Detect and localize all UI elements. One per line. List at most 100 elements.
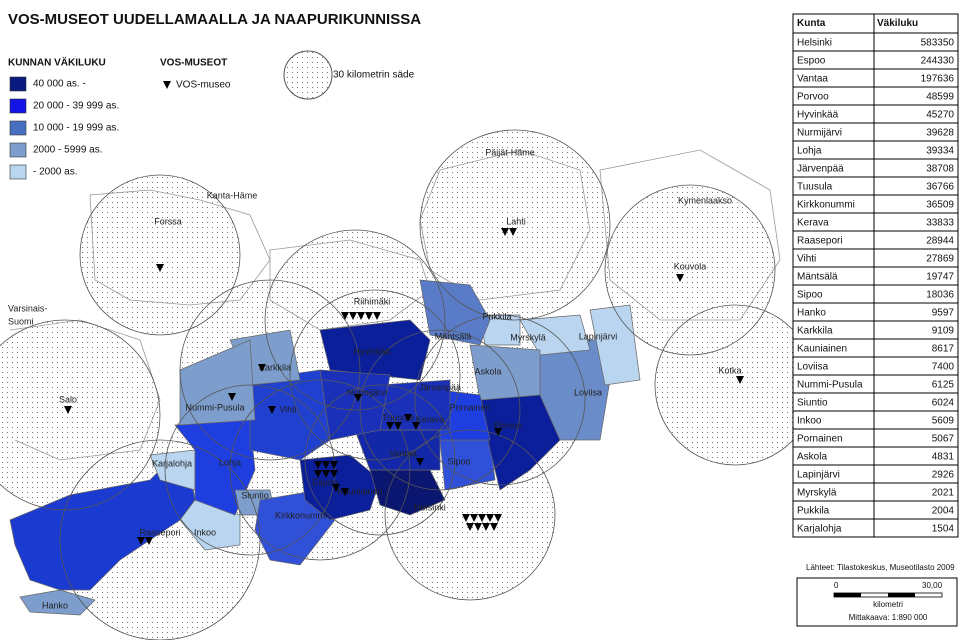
population-value: 18036 bbox=[926, 290, 954, 301]
place-label: Kotka bbox=[718, 365, 741, 375]
legend-swatch bbox=[9, 76, 27, 92]
museum-marker bbox=[486, 514, 494, 522]
place-label: Pornainen bbox=[449, 402, 490, 412]
museum-marker bbox=[412, 422, 420, 430]
place-label: Riihimäki bbox=[354, 296, 391, 306]
population-value: 2926 bbox=[932, 470, 955, 481]
population-legend: 40 000 as. - 20 000 - 39 999 as. 10 000 - … bbox=[9, 76, 119, 180]
place-label: Porvoo bbox=[494, 420, 523, 430]
museum-marker bbox=[354, 394, 362, 402]
legend-label: 10 000 - 19 999 as. bbox=[33, 123, 119, 134]
place-label: Vantaa bbox=[389, 448, 417, 458]
municipality-name: Hyvinkää bbox=[797, 110, 839, 121]
municipality-name: Helsinki bbox=[797, 38, 832, 49]
scale-start: 0 bbox=[834, 581, 839, 590]
municipality-name: Kauniainen bbox=[797, 344, 847, 355]
place-label: Siuntio bbox=[241, 490, 269, 500]
place-label: Raasepori bbox=[139, 527, 180, 537]
population-value: 36509 bbox=[926, 200, 954, 211]
population-value: 2004 bbox=[932, 506, 955, 517]
museum-symbol bbox=[163, 81, 171, 89]
radius-legend-label: 30 kilometrin säde bbox=[333, 70, 415, 81]
museum-marker bbox=[462, 514, 470, 522]
place-label: Karjalohja bbox=[152, 458, 192, 468]
municipality-name: Vantaa bbox=[797, 74, 828, 85]
radius-circle bbox=[419, 129, 611, 321]
population-value: 5609 bbox=[932, 416, 955, 427]
museum-legend-title: VOS-MUSEOT bbox=[160, 58, 227, 69]
place-label: Loviisa bbox=[574, 387, 602, 397]
place-label: Kerava bbox=[416, 414, 445, 424]
legend-swatch bbox=[9, 142, 27, 158]
municipality-name: Pornainen bbox=[797, 434, 843, 445]
legend-swatch bbox=[9, 120, 27, 136]
museum-marker bbox=[314, 470, 322, 478]
municipality-name: Pukkila bbox=[797, 506, 830, 517]
municipality-name: Karkkila bbox=[797, 326, 833, 337]
municipality-name: Loviisa bbox=[797, 362, 829, 373]
scale-end: 30,00 bbox=[922, 581, 943, 590]
place-labels: Kanta-Häme Forssa Päijät-Häme Lahti Kymenlaa… bbox=[8, 147, 742, 610]
population-value: 1504 bbox=[932, 524, 955, 535]
scale-unit: kilometri bbox=[873, 600, 903, 609]
table-frame bbox=[792, 13, 959, 538]
museum-marker bbox=[349, 312, 357, 320]
population-value: 39628 bbox=[926, 128, 954, 139]
museum-marker bbox=[365, 312, 373, 320]
scale-bar-part bbox=[888, 593, 915, 597]
museum-marker bbox=[341, 312, 349, 320]
radius-circle-fill bbox=[655, 305, 815, 465]
municipality-name: Myrskylä bbox=[797, 488, 837, 499]
legend-label: 2000 - 5999 as. bbox=[33, 145, 103, 156]
population-value: 197636 bbox=[921, 74, 955, 85]
radius-circle bbox=[264, 229, 446, 411]
radius-circle-fill bbox=[420, 130, 610, 320]
population-value: 36766 bbox=[926, 182, 954, 193]
radius-circle-outlines bbox=[0, 129, 816, 640]
place-label: Myrskylä bbox=[510, 332, 546, 342]
municipality-name: Järvenpää bbox=[797, 164, 844, 175]
place-label: Salo bbox=[59, 394, 77, 404]
museum-marker bbox=[386, 422, 394, 430]
museum-marker bbox=[466, 523, 474, 531]
municipality-name: Kirkkonummi bbox=[797, 200, 855, 211]
museum-marker bbox=[509, 228, 517, 236]
museum-marker bbox=[322, 470, 330, 478]
legend-label: 40 000 as. - bbox=[33, 79, 86, 90]
museum-marker bbox=[736, 376, 744, 384]
radius-circle bbox=[304, 384, 456, 536]
place-label: Kanta-Häme bbox=[207, 190, 258, 200]
museum-marker bbox=[482, 523, 490, 531]
municipalities bbox=[9, 279, 641, 616]
scale-box bbox=[796, 577, 958, 627]
museum-marker bbox=[268, 406, 276, 414]
place-label: Nurmijärvi bbox=[347, 387, 388, 397]
legend-label: - 2000 as. bbox=[33, 167, 77, 178]
radius-circle bbox=[604, 184, 776, 356]
table-header: Kunta bbox=[797, 18, 826, 29]
museum-marker bbox=[394, 422, 402, 430]
place-label: Päijät-Häme bbox=[485, 147, 535, 157]
place-label: Helsinki bbox=[414, 502, 446, 512]
place-label: Kouvola bbox=[674, 261, 707, 271]
legend-swatch bbox=[9, 164, 27, 180]
museum-marker bbox=[258, 364, 266, 372]
population-value: 7400 bbox=[932, 362, 955, 373]
place-label: Kirkkonummi bbox=[275, 510, 327, 520]
population-value: 19747 bbox=[926, 272, 954, 283]
place-label: Mäntsälä bbox=[435, 331, 472, 341]
place-label: Lohja bbox=[219, 457, 241, 467]
museum-marker bbox=[341, 488, 349, 496]
museum-marker bbox=[156, 264, 164, 272]
population-value: 244330 bbox=[921, 56, 955, 67]
legend-title: KUNNAN VÄKILUKU bbox=[8, 56, 106, 69]
population-value: 6024 bbox=[932, 398, 955, 409]
place-label: Kymenlaakso bbox=[678, 195, 732, 205]
place-label: Karkkila bbox=[259, 362, 291, 372]
population-value: 9109 bbox=[932, 326, 955, 337]
radius-symbol bbox=[283, 50, 333, 100]
place-label: Sipoo bbox=[447, 456, 470, 466]
museum-marker bbox=[404, 414, 412, 422]
place-label: Askola bbox=[474, 366, 501, 376]
museum-marker bbox=[490, 523, 498, 531]
